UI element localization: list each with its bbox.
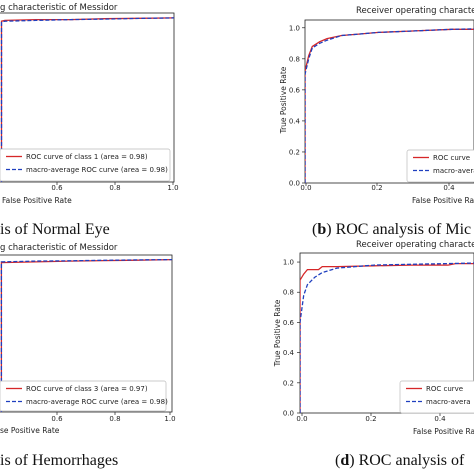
- caption-letter: d: [340, 452, 349, 469]
- legend-entry: macro-average ROC curve (area = 0.98): [26, 398, 168, 406]
- y-tick-label: 0.6: [283, 319, 295, 327]
- y-tick-label: 1.0: [283, 259, 294, 267]
- x-axis-label: False Positive Rate: [2, 196, 72, 205]
- series-line-2: [300, 262, 474, 413]
- caption-paren: ): [349, 452, 354, 469]
- x-tick-label: 1.0: [164, 415, 175, 423]
- y-tick-label: 0.0: [289, 180, 300, 188]
- caption-text: is of Hemorrhages: [0, 452, 118, 469]
- roc-panel-1: g characteristic of Messidor 0.6 0.8 1.0 Fal…: [0, 3, 179, 238]
- chart-title: Receiver operating characte: [356, 240, 474, 250]
- x-tick-label: 0.4: [443, 184, 455, 192]
- figure-caption: (d) ROC analysis of: [335, 452, 465, 469]
- figure-caption: is of Hemorrhages: [0, 452, 118, 469]
- y-tick-label: 0.6: [289, 86, 301, 94]
- caption-paren: (: [335, 452, 340, 469]
- figure-caption: is of Normal Eye: [0, 221, 110, 238]
- chart-title: g characteristic of Messidor: [0, 3, 118, 13]
- legend-entry: ROC curve of class 1 (area = 0.98): [26, 153, 148, 161]
- roc-panel-2: Receiver operating characte 0.0 0.2 0.4 0.0 0…: [279, 6, 474, 238]
- y-tick-label: 0.2: [289, 148, 300, 156]
- plot-frame: [0, 254, 173, 413]
- roc-panel-4: Receiver operating characte 0.0 0.2 0.4 0.0 0…: [273, 240, 474, 469]
- series-line-2: [0, 258, 172, 412]
- legend-box: [0, 380, 167, 412]
- y-axis-label: True Positive Rate: [273, 299, 282, 367]
- x-tick-label: 0.0: [300, 184, 311, 192]
- x-tick-label: 0.8: [109, 415, 120, 423]
- x-tick-label: 0.4: [434, 415, 446, 423]
- legend-entry: ROC curve of class 3 (area = 0.97): [26, 385, 148, 393]
- x-axis-label: False Positive Rate: [412, 196, 474, 205]
- legend-entry: ROC curve: [426, 385, 463, 393]
- plot-frame: [0, 12, 175, 183]
- chart-title: Receiver operating characte: [356, 6, 474, 16]
- legend-entry: macro-avera: [433, 167, 474, 175]
- x-tick-label: 0.8: [109, 184, 120, 192]
- series-line-1: [300, 262, 474, 413]
- series-line-2: [0, 17, 174, 182]
- legend-entry: macro-average ROC curve (area = 0.98): [26, 166, 168, 174]
- chart-title: g characteristic of Messidor: [0, 243, 118, 253]
- y-axis-label: True Positive Rate: [279, 66, 288, 134]
- y-tick-label: 0.4: [289, 117, 301, 125]
- x-tick-label: 0.2: [371, 184, 382, 192]
- y-tick-label: 0.8: [289, 55, 300, 63]
- x-tick-label: 1.0: [167, 184, 178, 192]
- legend-entry: macro-avera: [426, 398, 471, 406]
- x-tick-label: 0.6: [51, 415, 63, 423]
- legend-box: [0, 148, 171, 182]
- series-line-2: [305, 28, 474, 183]
- y-tick-label: 1.0: [289, 24, 300, 32]
- caption-text: ROC analysis of Mic: [332, 221, 472, 238]
- x-axis-label: False Positive Rate: [413, 427, 474, 436]
- caption-paren: ): [326, 221, 331, 238]
- roc-panel-3: g characteristic of Messidor 0.6 0.8 1.0 se …: [0, 243, 176, 469]
- x-tick-label: 0.0: [296, 415, 307, 423]
- x-tick-label: 0.2: [365, 415, 376, 423]
- caption-text: ROC analysis of: [355, 452, 465, 469]
- y-tick-label: 0.8: [283, 289, 294, 297]
- y-tick-label: 0.4: [283, 349, 295, 357]
- y-tick-label: 0.0: [283, 410, 294, 418]
- y-tick-label: 0.2: [283, 379, 294, 387]
- x-tick-label: 0.6: [51, 184, 63, 192]
- legend-entry: ROC curve: [433, 154, 470, 162]
- caption-text: is of Normal Eye: [0, 221, 110, 238]
- x-axis-label: se Positive Rate: [0, 426, 60, 435]
- caption-paren: (: [312, 221, 317, 238]
- caption-letter: b: [317, 221, 326, 238]
- figure-caption: (b) ROC analysis of Mic: [312, 221, 471, 238]
